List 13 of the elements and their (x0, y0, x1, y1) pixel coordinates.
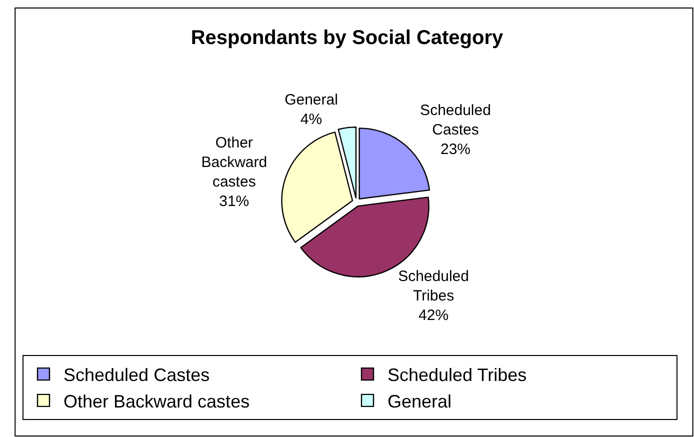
slice-label: Scheduled Tribes (398, 268, 469, 304)
legend-label: Other Backward castes (64, 391, 250, 412)
legend-label: General (388, 391, 452, 412)
data-label: 42% (418, 307, 449, 324)
data-label: 4% (300, 111, 322, 128)
data-label: 31% (219, 193, 250, 210)
slice-label: Other Backward castes (201, 134, 268, 191)
slice-label: Scheduled Castes (420, 102, 491, 139)
slice-label: General (284, 92, 338, 108)
legend-label: Scheduled Tribes (388, 365, 527, 386)
chart-title: Respondants by Social Category (190, 27, 504, 49)
data-label: 23% (440, 141, 471, 158)
legend-label: Scheduled Castes (64, 365, 210, 386)
